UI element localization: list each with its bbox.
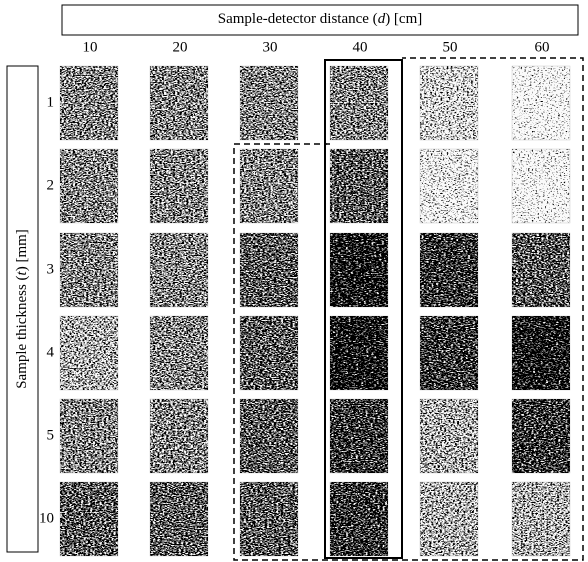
tile-speckle (240, 482, 298, 556)
row-label: 10 (39, 510, 54, 526)
tile-speckle (420, 482, 478, 556)
tile-speckle (60, 233, 118, 307)
pattern-tile (511, 148, 571, 224)
tile-grid (59, 65, 571, 557)
pattern-tile (329, 148, 389, 224)
pattern-tile (149, 232, 209, 308)
pattern-tile (419, 65, 479, 141)
pattern-tile (149, 315, 209, 391)
pattern-tile (149, 398, 209, 474)
pattern-tile (59, 315, 119, 391)
pattern-tile (239, 315, 299, 391)
tile-speckle (240, 66, 298, 140)
side-text: ) [mm] (14, 229, 30, 271)
tile-speckle (150, 233, 208, 307)
pattern-tile (419, 398, 479, 474)
tile-speckle (512, 316, 570, 390)
tile-speckle (60, 149, 118, 223)
tile-speckle (330, 149, 388, 223)
pattern-tile (511, 481, 571, 557)
tile-speckle (512, 149, 570, 223)
pattern-tile (149, 481, 209, 557)
pattern-tile (239, 481, 299, 557)
pattern-tile (149, 148, 209, 224)
pattern-tile (419, 232, 479, 308)
column-label: 60 (535, 39, 550, 55)
column-label: 30 (263, 39, 278, 55)
row-label: 3 (47, 261, 55, 277)
pattern-tile (511, 232, 571, 308)
row-label: 1 (47, 94, 55, 110)
solid-highlight (324, 59, 403, 559)
tile-speckle (420, 66, 478, 140)
tile-speckle (512, 399, 570, 473)
pattern-tile (511, 65, 571, 141)
pattern-tile (59, 148, 119, 224)
header-text: Sample-detector distance ( (218, 11, 378, 27)
tile-speckle (330, 233, 388, 307)
dashed-highlight (233, 57, 584, 561)
tile-speckle (60, 316, 118, 390)
tile-speckle (240, 316, 298, 390)
column-label: 50 (443, 39, 458, 55)
tile-speckle (240, 149, 298, 223)
pattern-tile (239, 398, 299, 474)
pattern-tile (419, 481, 479, 557)
tile-speckle (512, 482, 570, 556)
row-label: 4 (47, 344, 55, 360)
tile-speckle (420, 399, 478, 473)
row-label: 5 (47, 427, 55, 443)
pattern-tile (59, 232, 119, 308)
pattern-tile (511, 315, 571, 391)
pattern-tile (149, 65, 209, 141)
header-variable: d (378, 11, 386, 27)
pattern-tile (511, 398, 571, 474)
pattern-tile (419, 148, 479, 224)
tile-speckle (330, 482, 388, 556)
header-box (61, 4, 579, 36)
pattern-tile (239, 148, 299, 224)
tile-speckle (150, 149, 208, 223)
tile-speckle (60, 399, 118, 473)
pattern-tile (59, 481, 119, 557)
tile-speckle (420, 233, 478, 307)
tile-speckle (420, 316, 478, 390)
pattern-tile (59, 398, 119, 474)
tile-speckle (150, 66, 208, 140)
header-text: ) [cm] (385, 11, 422, 27)
tile-speckle (330, 66, 388, 140)
tile-speckle (420, 149, 478, 223)
pattern-tile (419, 315, 479, 391)
side-variable: t (14, 270, 30, 275)
row-label: 2 (47, 177, 55, 193)
pattern-tile (239, 232, 299, 308)
tile-speckle (330, 399, 388, 473)
column-label: 20 (173, 39, 188, 55)
column-label: 40 (353, 39, 368, 55)
pattern-tile (329, 232, 389, 308)
tile-speckle (512, 233, 570, 307)
pattern-tile (59, 65, 119, 141)
side-box (6, 65, 39, 553)
tile-speckle (240, 233, 298, 307)
tile-speckle (240, 399, 298, 473)
column-label: 10 (83, 39, 98, 55)
pattern-tile (329, 481, 389, 557)
tile-speckle (60, 482, 118, 556)
dashed-highlight (324, 60, 330, 145)
tile-speckle (60, 66, 118, 140)
tile-speckle (512, 66, 570, 140)
pattern-tile (329, 315, 389, 391)
tile-speckle (150, 482, 208, 556)
tile-speckle (150, 316, 208, 390)
tile-speckle (150, 399, 208, 473)
tile-speckle (330, 316, 388, 390)
side-text: Sample thickness ( (14, 275, 30, 388)
pattern-tile (329, 398, 389, 474)
pattern-tile (239, 65, 299, 141)
side-label: Sample thickness (t) [mm] (14, 229, 30, 389)
header-label: Sample-detector distance (d) [cm] (218, 11, 423, 27)
pattern-tile (329, 65, 389, 141)
